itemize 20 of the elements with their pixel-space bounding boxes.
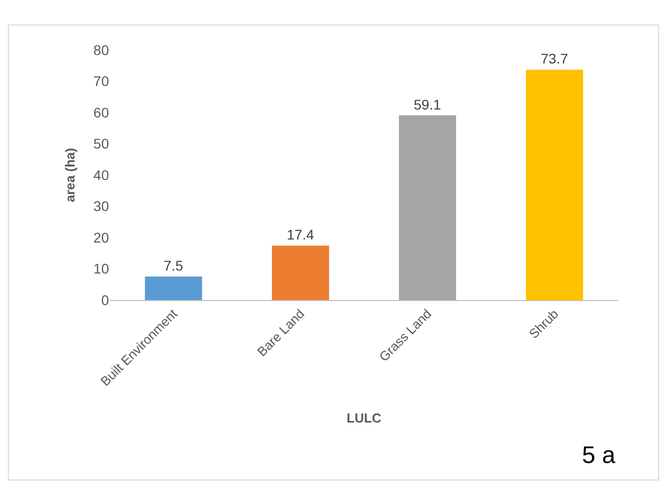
y-tick-label: 60: [93, 104, 110, 120]
y-tick-label: 0: [101, 292, 110, 308]
y-tick-label: 10: [93, 260, 110, 277]
y-axis-title: area (ha): [62, 148, 78, 202]
data-label: 73.7: [540, 50, 568, 67]
data-label: 17.4: [286, 226, 314, 243]
y-tick-label: 50: [93, 136, 110, 152]
x-axis-title: LULC: [346, 410, 382, 426]
bar: [144, 276, 202, 300]
bar: [526, 70, 584, 300]
y-tick-label: 30: [93, 198, 110, 214]
y-tick-label: 70: [93, 73, 110, 90]
data-label: 7.5: [164, 258, 184, 274]
bar: [398, 115, 456, 300]
y-tick-label: 20: [93, 229, 110, 246]
bar: [272, 246, 330, 300]
text: 5 a: [582, 442, 616, 469]
y-tick-label: 40: [93, 166, 110, 183]
data-label: 59.1: [414, 96, 442, 112]
y-tick-label: 80: [93, 42, 110, 58]
